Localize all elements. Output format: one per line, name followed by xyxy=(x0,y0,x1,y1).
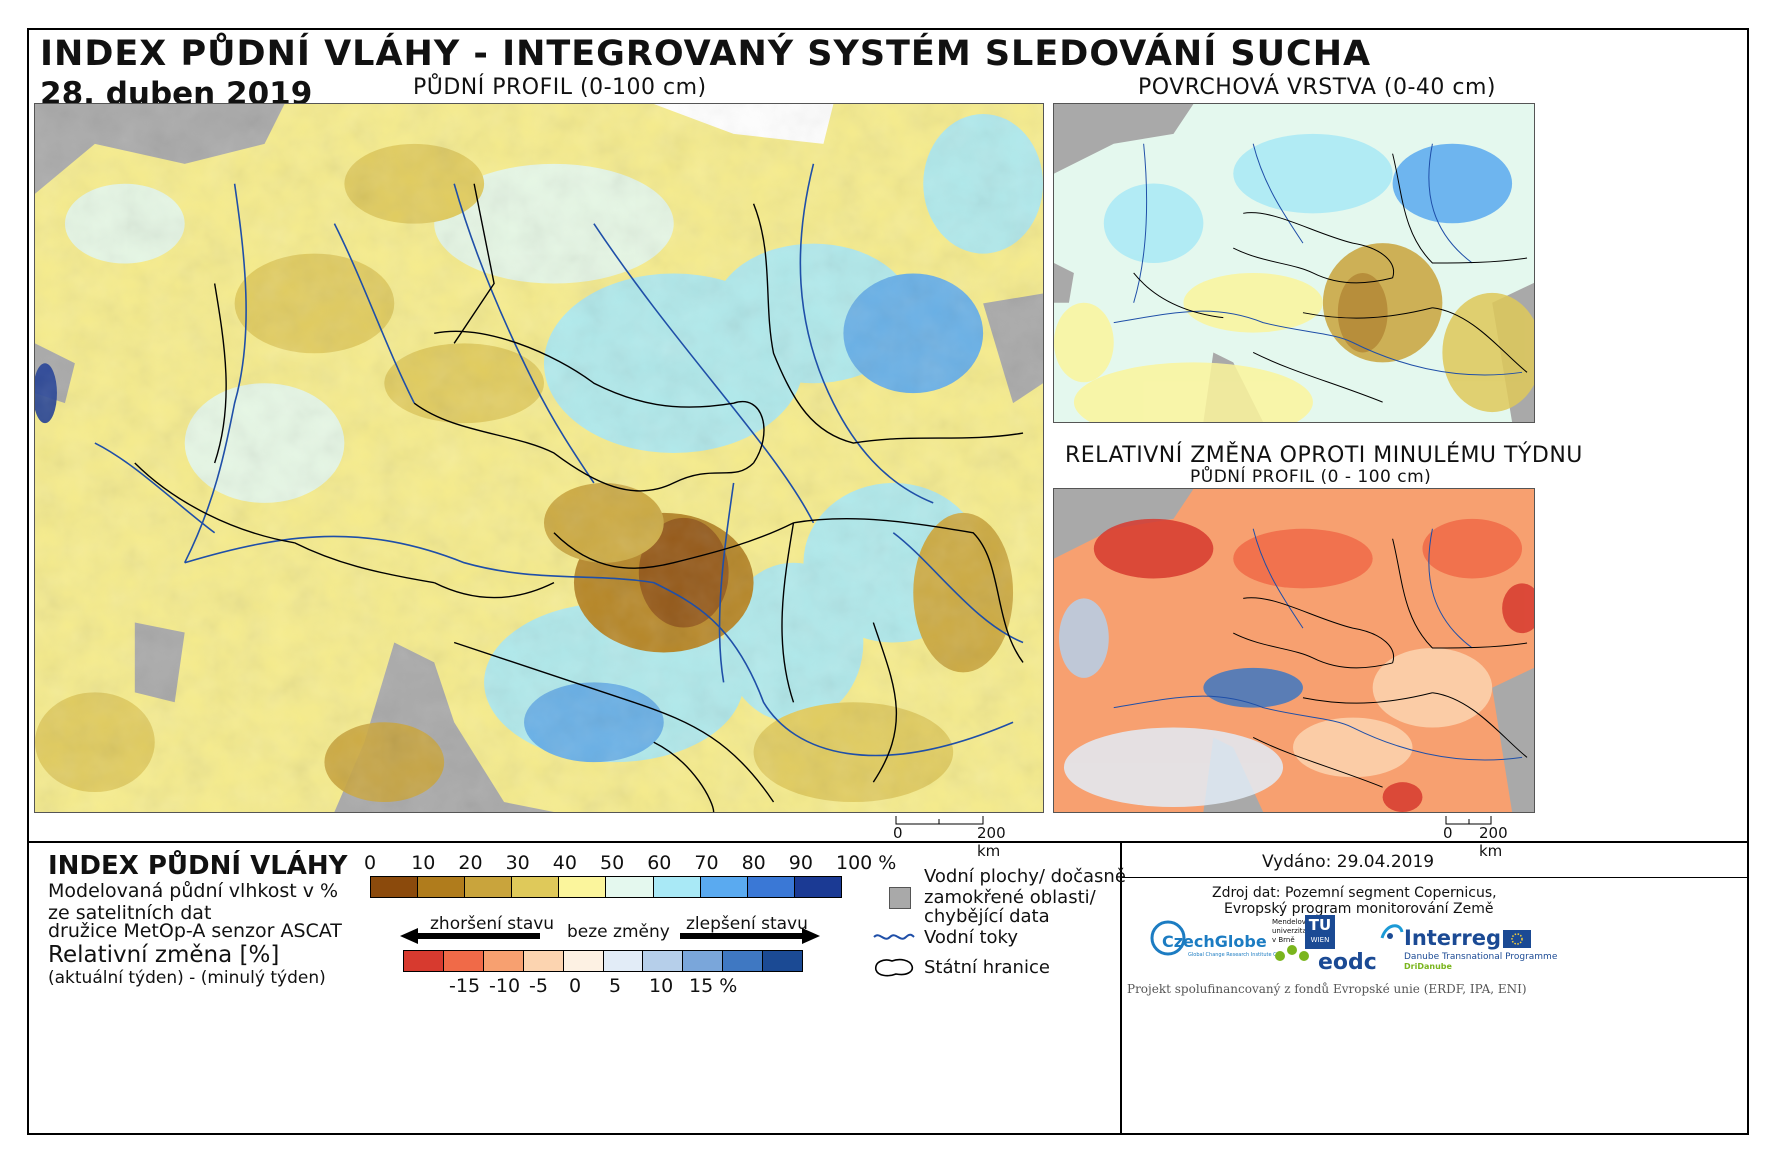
dridanube-logo-text: DriDanube xyxy=(1404,962,1452,971)
tu-wien-logo-subtext: WIEN xyxy=(1310,936,1330,944)
moisture-color-swatch xyxy=(512,877,560,897)
page-title: INDEX PŮDNÍ VLÁHY - INTEGROVANÝ SYSTÉM S… xyxy=(40,34,1372,74)
moisture-tick-label: 50 xyxy=(600,852,625,874)
change-color-swatch xyxy=(603,951,644,971)
eodc-logo: eodc xyxy=(1318,950,1377,975)
moisture-tick-label: 100 % xyxy=(836,852,897,874)
mendel-logo-text-2: univerzita xyxy=(1272,927,1307,935)
nochange-label: beze změny xyxy=(567,922,670,942)
water-label-2: zamokřené oblasti/ xyxy=(924,887,1096,908)
surface-layer-map xyxy=(1053,103,1535,423)
rivers-label: Vodní toky xyxy=(924,927,1018,948)
main-scalebar-end: 200 km xyxy=(977,824,1006,860)
change-color-swatch xyxy=(483,951,524,971)
border-shape-icon xyxy=(874,958,914,977)
issued-date: Vydáno: 29.04.2019 xyxy=(1262,852,1435,872)
water-nodata-swatch xyxy=(889,887,911,909)
moisture-tick-label: 0 xyxy=(364,852,377,874)
change-tick-label: 5 xyxy=(609,975,622,997)
change-color-swatch xyxy=(523,951,564,971)
moisture-tick-label: 80 xyxy=(741,852,766,874)
borders-label: Státní hranice xyxy=(924,957,1050,978)
river-line-icon xyxy=(873,933,915,940)
legend-desc-3: družice MetOp-A senzor ASCAT xyxy=(48,920,342,942)
legend-separator xyxy=(27,841,1749,843)
water-label-3: chybějící data xyxy=(924,906,1050,927)
change-tick-label: -10 xyxy=(489,975,521,997)
interreg-logo-text: Interreg xyxy=(1404,926,1502,950)
data-source-1: Zdroj dat: Pozemní segment Copernicus, xyxy=(1212,885,1497,901)
mendel-logo-text-3: v Brně xyxy=(1272,936,1295,944)
change-tick-label: -15 xyxy=(449,975,481,997)
change-color-swatch xyxy=(683,951,724,971)
legend-change-title: Relativní změna [%] xyxy=(48,942,280,968)
moisture-tick-label: 70 xyxy=(694,852,719,874)
eu-flag-icon xyxy=(1503,930,1531,948)
surface-map-label: POVRCHOVÁ VRSTVA (0-40 cm) xyxy=(1138,75,1496,100)
change-color-swatch xyxy=(404,951,444,971)
small-scalebar-start: 0 xyxy=(1443,824,1453,842)
legend-desc-1: Modelovaná půdní vlhkost v % xyxy=(48,880,339,902)
funding-note: Projekt spolufinancovaný z fondů Evropsk… xyxy=(1127,982,1527,996)
main-soil-moisture-map xyxy=(34,103,1044,813)
info-separator xyxy=(1120,841,1122,1135)
moisture-color-swatch xyxy=(700,877,748,897)
czechglobe-logo-subtext: Global Change Research Institute CAS xyxy=(1188,952,1284,958)
change-tick-label: 15 % xyxy=(689,975,738,997)
data-source-2: Evropský program monitorování Země xyxy=(1224,901,1494,917)
moisture-tick-label: 20 xyxy=(458,852,483,874)
mendel-university-logo: Mendelova univerzita v Brně xyxy=(1272,918,1322,964)
tu-wien-logo-text: TU xyxy=(1308,916,1332,934)
moisture-tick-label: 60 xyxy=(647,852,672,874)
moisture-colorbar xyxy=(370,876,842,898)
tu-wien-logo: TU WIEN xyxy=(1305,915,1335,949)
moisture-tick-label: 90 xyxy=(788,852,813,874)
czechglobe-logo: CzechGlobe Global Change Research Instit… xyxy=(1148,918,1283,960)
change-color-swatch xyxy=(443,951,484,971)
water-label-1: Vodní plochy/ dočasně xyxy=(924,866,1126,887)
moisture-color-swatch xyxy=(465,877,513,897)
moisture-color-swatch xyxy=(418,877,466,897)
better-label: zlepšení stavu xyxy=(686,914,808,934)
change-color-swatch xyxy=(723,951,764,971)
issued-separator xyxy=(1120,877,1749,878)
moisture-color-swatch xyxy=(559,877,607,897)
change-colorbar xyxy=(403,950,803,972)
moisture-tick-label: 40 xyxy=(552,852,577,874)
change-color-swatch xyxy=(563,951,604,971)
small-scalebar-end: 200 km xyxy=(1479,824,1508,860)
worse-label: zhoršení stavu xyxy=(430,914,555,934)
moisture-color-swatch xyxy=(606,877,654,897)
change-color-swatch xyxy=(643,951,684,971)
change-map-sublabel: PŮDNÍ PROFIL (0 - 100 cm) xyxy=(1190,467,1432,487)
moisture-color-swatch xyxy=(371,877,419,897)
worse-arrow-icon xyxy=(400,928,540,944)
legend-change-desc: (aktuální týden) - (minulý týden) xyxy=(48,968,326,988)
mendel-logo-text-1: Mendelova xyxy=(1272,918,1311,926)
moisture-tick-label: 30 xyxy=(505,852,530,874)
interreg-logo-subtext: Danube Transnational Programme xyxy=(1404,952,1558,962)
legend-desc-2: ze satelitních dat xyxy=(48,902,212,924)
moisture-color-swatch xyxy=(747,877,795,897)
change-tick-label: 0 xyxy=(569,975,582,997)
legend-title: INDEX PŮDNÍ VLÁHY xyxy=(48,851,348,881)
moisture-tick-label: 10 xyxy=(411,852,436,874)
change-tick-label: 10 xyxy=(649,975,674,997)
interreg-logo: Interreg Danube Transnational Programme … xyxy=(1378,918,1557,971)
change-tick-label: -5 xyxy=(529,975,548,997)
main-scalebar-start: 0 xyxy=(893,824,903,842)
moisture-color-swatch xyxy=(653,877,701,897)
change-color-swatch xyxy=(763,951,803,971)
change-map-label: RELATIVNÍ ZMĚNA OPROTI MINULÉMU TÝDNU xyxy=(1065,443,1583,468)
czechglobe-logo-text: CzechGlobe xyxy=(1162,932,1267,951)
moisture-color-swatch xyxy=(794,877,841,897)
main-map-label: PŮDNÍ PROFIL (0-100 cm) xyxy=(413,75,707,100)
relative-change-map xyxy=(1053,488,1535,813)
better-arrow-icon xyxy=(680,928,820,944)
